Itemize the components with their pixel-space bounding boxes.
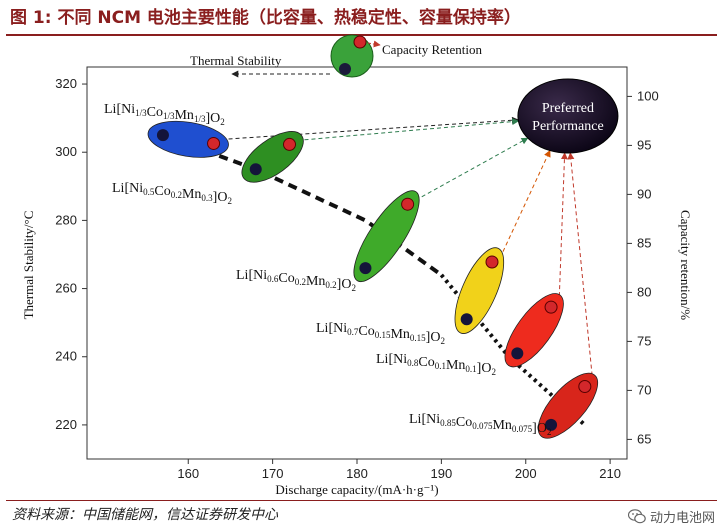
retention-arrow-ncm622 [415,137,529,201]
bottom-tick-label: 160 [177,466,199,481]
retention-arrow-ncm523 [297,118,520,141]
thermal-stability-dot-ncm71515 [460,313,473,326]
legend-marker [330,34,374,78]
material-labels: Li[Ni1/3Co1/3Mn1/3]O2 Li[Ni0.5Co0.2Mn0.3]… [104,102,551,437]
footer-rule [6,500,717,501]
bottom-axis-ticks: 160 170 180 190 200 210 [177,459,621,481]
y-left-axis-title: Thermal Stability/°C [21,211,36,320]
left-tick-label: 240 [55,349,77,364]
bottom-tick-label: 200 [515,466,537,481]
capacity-retention-dot-ncm811 [544,300,558,314]
retention-arrow-ncm85 [567,152,594,383]
right-axis-ticks: 65 70 75 80 85 90 95 100 [627,88,659,446]
retention-arrow-ncm111 [221,116,519,140]
bottom-tick-label: 180 [346,466,368,481]
figure-title: 图 1: 不同 NCM 电池主要性能（比容量、热稳定性、容量保持率） [10,8,521,28]
retention-arrow-ncm71515 [499,149,551,259]
right-tick-label: 65 [637,431,651,446]
retention-arrow-ncm811 [558,152,568,304]
preferred-performance-marker [517,78,619,154]
material-label-ncm71515: Li[Ni0.7Co0.15Mn0.15]O2 [316,321,445,346]
left-tick-label: 320 [55,76,77,91]
right-tick-label: 80 [637,284,651,299]
capacity-retention-dot-ncm85 [578,379,592,393]
x-axis-title: Discharge capacity/(mA·h·g⁻¹) [275,482,438,497]
watermark-text: 动力电池网 [649,510,715,526]
material-markers [147,120,599,439]
material-ellipse-ncm111 [147,120,229,158]
material-ellipse-ncm811 [504,293,564,368]
thermal-stability-dot-ncm811 [511,347,524,360]
preferred-performance-line1: Preferred [542,101,594,116]
material-label-ncm111: Li[Ni1/3Co1/3Mn1/3]O2 [104,102,225,127]
material-ellipse-ncm523 [241,131,304,183]
left-tick-label: 280 [55,212,77,227]
left-axis-ticks: 220 240 260 280 300 320 [55,76,87,432]
right-tick-label: 85 [637,235,651,250]
bottom-tick-label: 210 [599,466,621,481]
thermal-stability-dot-ncm622 [359,262,372,275]
source-note: 资料来源：中国储能网，信达证券研发中心 [12,507,278,523]
material-ellipse-ncm622 [353,190,420,283]
thermal-stability-dot-ncm85 [545,418,558,431]
left-tick-label: 260 [55,281,77,296]
watermark: 动力电池网 [627,506,715,526]
capacity-retention-dot-ncm111 [207,136,221,150]
right-tick-label: 90 [637,186,651,201]
capacity-retention-dot-ncm71515 [485,255,499,269]
legend-capacity-retention: Capacity Retention [382,42,483,57]
left-tick-label: 220 [55,417,77,432]
right-tick-label: 100 [637,88,659,103]
wechat-icon [627,508,646,523]
legend-thermal-stability: Thermal Stability [190,53,282,68]
y-right-axis-title: Capacity retention/% [678,210,693,320]
title-rule [6,34,717,36]
bottom-tick-label: 190 [431,466,453,481]
material-label-ncm811: Li[Ni0.8Co0.1Mn0.1]O2 [376,352,496,377]
right-tick-label: 75 [637,333,651,348]
left-tick-label: 300 [55,144,77,159]
preferred-performance-line2: Performance [532,119,604,134]
legend-capacity-arrow [367,40,381,48]
material-label-ncm85: Li[Ni0.85Co0.075Mn0.075]O2 [409,412,551,437]
thermal-stability-dot-ncm111 [156,129,169,142]
capacity-retention-dot-ncm622 [401,197,415,211]
material-ellipse-ncm71515 [454,247,505,334]
material-label-ncm622: Li[Ni0.6Co0.2Mn0.2]O2 [236,268,356,293]
right-tick-label: 95 [637,137,651,152]
thermal-stability-dot-ncm523 [249,163,262,176]
right-tick-label: 70 [637,382,651,397]
retention-arrows [221,116,594,383]
capacity-retention-dot-ncm523 [283,137,296,151]
bottom-tick-label: 170 [262,466,284,481]
material-label-ncm523: Li[Ni0.5Co0.2Mn0.3]O2 [112,181,232,206]
